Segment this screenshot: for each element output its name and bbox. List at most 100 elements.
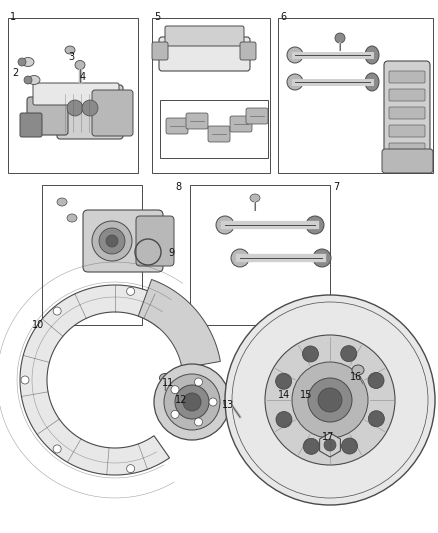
Text: 15: 15 bbox=[300, 390, 312, 400]
Circle shape bbox=[24, 76, 32, 84]
Bar bbox=[278, 18, 433, 173]
FancyBboxPatch shape bbox=[165, 26, 244, 46]
Circle shape bbox=[216, 216, 234, 234]
Circle shape bbox=[18, 58, 26, 66]
Ellipse shape bbox=[65, 46, 75, 54]
Circle shape bbox=[92, 221, 132, 261]
Circle shape bbox=[164, 374, 220, 430]
FancyBboxPatch shape bbox=[27, 97, 68, 135]
FancyBboxPatch shape bbox=[230, 116, 252, 132]
Circle shape bbox=[53, 307, 61, 315]
Circle shape bbox=[231, 249, 249, 267]
Circle shape bbox=[292, 362, 368, 438]
Circle shape bbox=[99, 228, 125, 254]
Bar bbox=[190, 185, 330, 325]
Circle shape bbox=[183, 393, 201, 411]
FancyBboxPatch shape bbox=[33, 83, 119, 105]
Circle shape bbox=[154, 364, 230, 440]
Circle shape bbox=[318, 388, 342, 412]
Ellipse shape bbox=[365, 73, 379, 91]
Circle shape bbox=[303, 438, 319, 454]
FancyBboxPatch shape bbox=[389, 107, 425, 119]
Text: 6: 6 bbox=[280, 12, 286, 22]
Circle shape bbox=[324, 439, 336, 451]
FancyBboxPatch shape bbox=[166, 118, 188, 134]
Circle shape bbox=[276, 411, 292, 427]
FancyBboxPatch shape bbox=[186, 113, 208, 129]
Circle shape bbox=[209, 398, 217, 406]
FancyBboxPatch shape bbox=[159, 37, 250, 71]
Text: 2: 2 bbox=[12, 68, 18, 78]
Text: 4: 4 bbox=[80, 72, 86, 82]
Circle shape bbox=[308, 378, 352, 422]
Circle shape bbox=[276, 373, 292, 389]
FancyBboxPatch shape bbox=[57, 85, 123, 139]
Bar bbox=[160, 100, 268, 158]
Polygon shape bbox=[20, 285, 176, 475]
Ellipse shape bbox=[365, 46, 379, 64]
Circle shape bbox=[194, 418, 202, 426]
Text: 16: 16 bbox=[350, 372, 362, 382]
FancyBboxPatch shape bbox=[20, 113, 42, 137]
Text: 5: 5 bbox=[154, 12, 160, 22]
FancyBboxPatch shape bbox=[389, 89, 425, 101]
Circle shape bbox=[106, 235, 118, 247]
Text: 1: 1 bbox=[10, 12, 16, 22]
Text: 10: 10 bbox=[32, 320, 44, 330]
Circle shape bbox=[175, 385, 209, 419]
Circle shape bbox=[171, 386, 179, 394]
Ellipse shape bbox=[352, 365, 364, 375]
Text: 9: 9 bbox=[168, 248, 174, 258]
Polygon shape bbox=[138, 279, 220, 368]
Ellipse shape bbox=[57, 198, 67, 206]
Circle shape bbox=[368, 373, 384, 389]
Bar bbox=[42, 185, 142, 325]
FancyBboxPatch shape bbox=[152, 42, 168, 60]
Text: 11: 11 bbox=[162, 378, 174, 388]
Ellipse shape bbox=[22, 58, 34, 67]
Bar bbox=[152, 18, 270, 173]
FancyBboxPatch shape bbox=[92, 90, 133, 136]
Circle shape bbox=[67, 100, 83, 116]
Ellipse shape bbox=[250, 194, 260, 202]
Ellipse shape bbox=[28, 76, 40, 85]
FancyBboxPatch shape bbox=[136, 216, 174, 266]
Ellipse shape bbox=[159, 374, 170, 383]
Circle shape bbox=[265, 335, 395, 465]
Text: 13: 13 bbox=[222, 400, 234, 410]
Circle shape bbox=[306, 216, 324, 234]
Text: 14: 14 bbox=[278, 390, 290, 400]
Circle shape bbox=[225, 295, 435, 505]
Circle shape bbox=[127, 287, 134, 295]
FancyBboxPatch shape bbox=[83, 210, 163, 272]
Circle shape bbox=[342, 438, 357, 454]
Circle shape bbox=[194, 378, 202, 386]
Circle shape bbox=[335, 33, 345, 43]
Text: 3: 3 bbox=[68, 52, 74, 62]
Circle shape bbox=[368, 411, 385, 427]
Circle shape bbox=[53, 445, 61, 453]
FancyBboxPatch shape bbox=[384, 61, 430, 164]
FancyBboxPatch shape bbox=[382, 149, 433, 173]
Ellipse shape bbox=[75, 61, 85, 69]
Circle shape bbox=[303, 346, 318, 362]
FancyBboxPatch shape bbox=[208, 126, 230, 142]
Text: 7: 7 bbox=[333, 182, 339, 192]
Circle shape bbox=[313, 249, 331, 267]
FancyBboxPatch shape bbox=[389, 143, 425, 155]
Bar bbox=[8, 18, 138, 173]
Text: 17: 17 bbox=[322, 432, 334, 442]
FancyBboxPatch shape bbox=[389, 71, 425, 83]
Circle shape bbox=[287, 47, 303, 63]
Circle shape bbox=[21, 376, 29, 384]
Ellipse shape bbox=[67, 214, 77, 222]
Circle shape bbox=[82, 100, 98, 116]
FancyBboxPatch shape bbox=[389, 125, 425, 137]
FancyBboxPatch shape bbox=[240, 42, 256, 60]
Circle shape bbox=[127, 465, 134, 473]
Circle shape bbox=[171, 410, 179, 418]
Ellipse shape bbox=[224, 398, 236, 408]
Circle shape bbox=[341, 345, 357, 362]
Text: 12: 12 bbox=[175, 395, 187, 405]
Circle shape bbox=[287, 74, 303, 90]
